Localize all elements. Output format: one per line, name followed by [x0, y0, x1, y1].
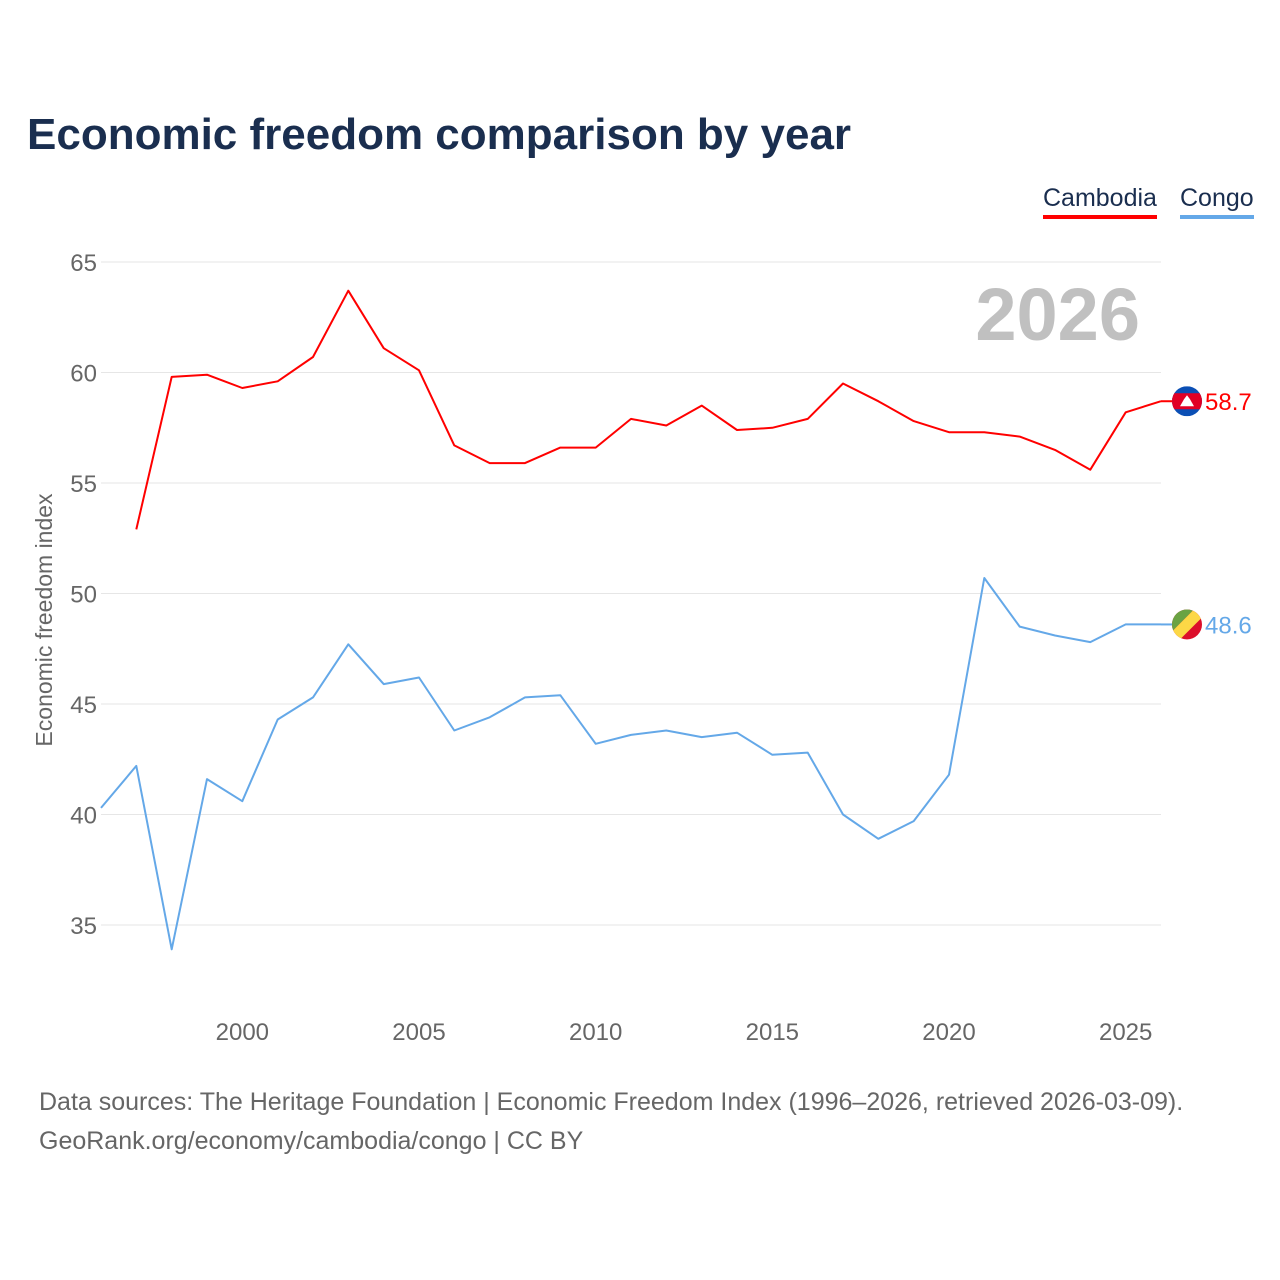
y-tick-label: 60 [70, 361, 97, 388]
source-url: GeoRank.org/economy/cambodia/congo | CC … [39, 1127, 584, 1155]
congo-flag-icon [1172, 609, 1202, 640]
series-line-congo [100, 577, 1161, 951]
y-tick-label: 55 [70, 471, 97, 498]
x-tick-label: 2020 [922, 1019, 975, 1046]
y-tick-label: 65 [70, 250, 97, 277]
x-tick-label: 2025 [1099, 1019, 1152, 1046]
x-tick-label: 2015 [746, 1019, 799, 1046]
legend-cambodia[interactable]: Cambodia [1043, 184, 1157, 219]
series-line-cambodia [135, 289, 1162, 530]
cambodia-flag-icon [1172, 386, 1202, 417]
end-value-label: 48.6 [1205, 612, 1252, 639]
legend-congo[interactable]: Congo [1180, 184, 1254, 219]
year-watermark: 2026 [975, 273, 1140, 356]
x-tick-label: 2010 [569, 1019, 622, 1046]
x-tick-label: 2000 [216, 1019, 269, 1046]
y-axis-label: Economic freedom index [31, 493, 57, 747]
y-tick-label: 35 [70, 913, 97, 940]
y-tick-label: 50 [70, 582, 97, 609]
data-source: Data sources: The Heritage Foundation | … [39, 1088, 1184, 1116]
x-tick-label: 2005 [392, 1019, 445, 1046]
chart-title: Economic freedom comparison by year [27, 110, 852, 159]
y-tick-label: 40 [70, 803, 97, 830]
end-value-label: 58.7 [1205, 389, 1252, 416]
y-tick-label: 45 [70, 692, 97, 719]
